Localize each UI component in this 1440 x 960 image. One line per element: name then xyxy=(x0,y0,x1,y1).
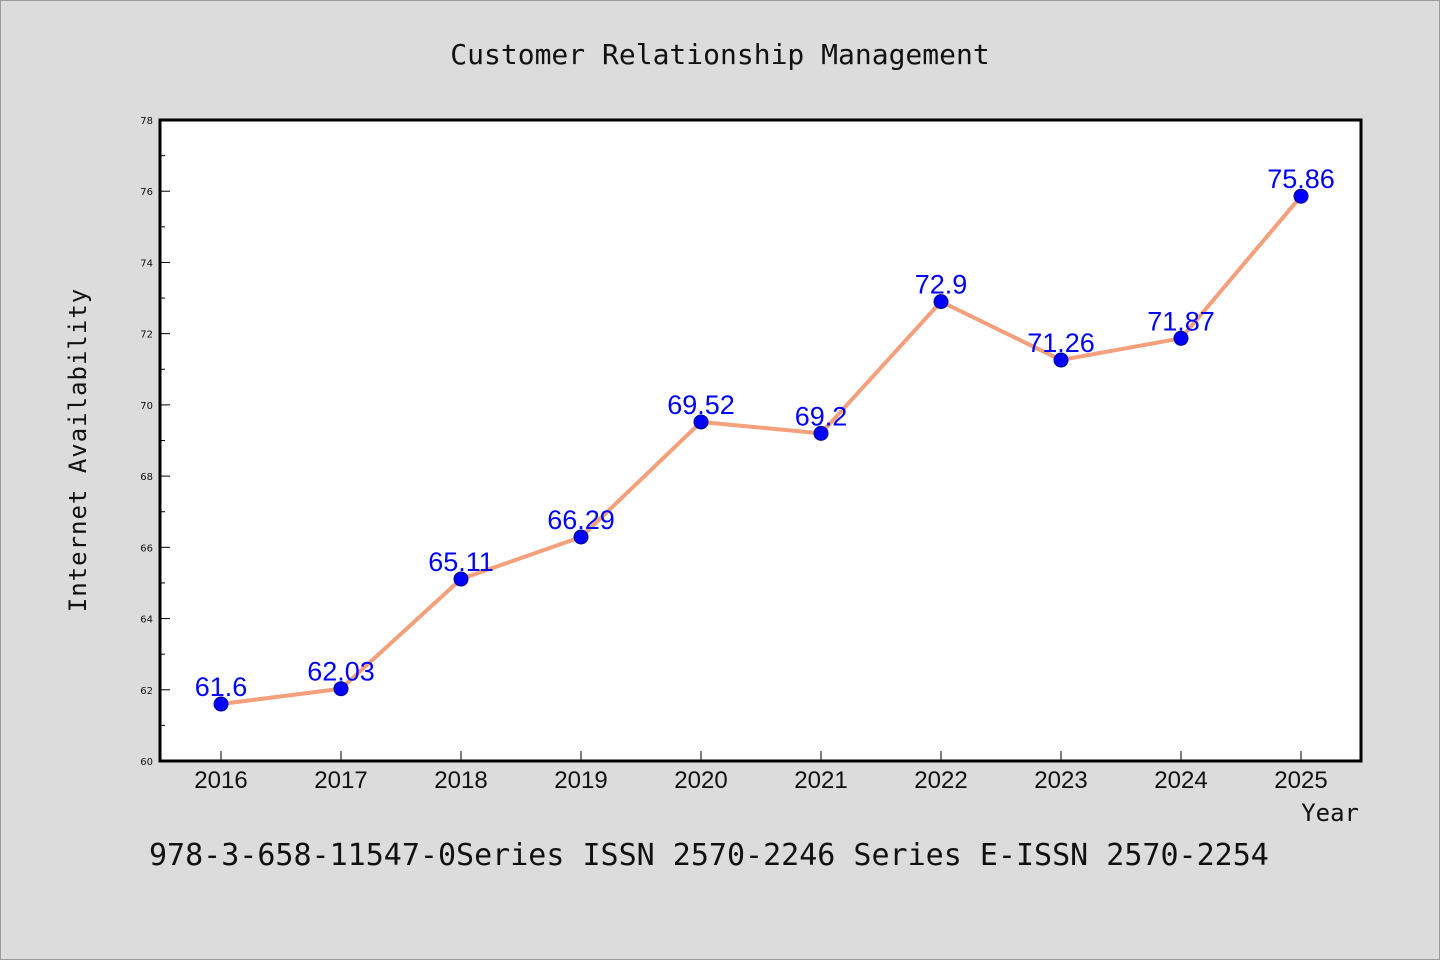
x-axis-ticks: 2016 2017 2018 2019 2020 2021 2022 2023 2024 2025 xyxy=(194,751,1328,794)
x-tick-label: 2017 xyxy=(314,767,367,794)
data-label: 75.86 xyxy=(1267,164,1335,194)
data-label: 69.52 xyxy=(667,390,735,420)
y-tick-label: 72 xyxy=(140,330,153,341)
data-label: 65.11 xyxy=(428,547,494,577)
data-point xyxy=(1053,352,1069,368)
y-tick-label: 68 xyxy=(140,472,153,483)
plot-area xyxy=(160,120,1361,761)
x-tick-label: 2023 xyxy=(1034,767,1087,794)
x-tick-label: 2019 xyxy=(554,767,607,794)
y-tick-label: 66 xyxy=(140,543,153,554)
plot-frame xyxy=(158,118,1363,763)
y-tick-label: 76 xyxy=(140,187,153,198)
data-label: 61.6 xyxy=(195,672,248,702)
data-label: 66.29 xyxy=(547,505,615,535)
x-tick-label: 2020 xyxy=(674,767,727,794)
y-tick-label: 62 xyxy=(140,686,153,697)
series-line xyxy=(220,194,1303,707)
data-label: 71.87 xyxy=(1147,306,1215,336)
y-axis-ticks: 60 62 64 66 68 70 72 74 76 78 xyxy=(140,116,170,768)
data-markers xyxy=(213,188,1309,712)
data-point xyxy=(813,425,829,441)
data-label: 62.03 xyxy=(307,657,375,687)
data-point xyxy=(933,294,949,310)
x-axis-label: Year xyxy=(1301,799,1359,827)
chart-title: Customer Relationship Management xyxy=(450,38,989,71)
y-tick-label: 64 xyxy=(140,615,153,626)
data-labels: 61.6 62.03 65.11 66.29 69.52 69.2 72.9 71.26 71.… xyxy=(195,164,1335,702)
x-tick-label: 2024 xyxy=(1154,767,1207,794)
x-tick-label: 2021 xyxy=(794,767,847,794)
x-tick-label: 2016 xyxy=(194,767,247,794)
y-tick-label: 78 xyxy=(140,116,153,127)
x-tick-label: 2018 xyxy=(434,767,487,794)
data-point xyxy=(213,696,229,712)
data-label: 72.9 xyxy=(915,270,968,300)
data-point xyxy=(1293,188,1309,204)
x-tick-label: 2022 xyxy=(914,767,967,794)
footer-text: 978-3-658-11547-0Series ISSN 2570-2246 S… xyxy=(149,838,1269,873)
data-label: 69.2 xyxy=(795,401,848,431)
data-point xyxy=(453,571,469,587)
data-point xyxy=(1173,330,1189,346)
data-point xyxy=(573,529,589,545)
x-tick-label: 2025 xyxy=(1274,767,1327,794)
data-label: 71.26 xyxy=(1027,328,1095,358)
data-point xyxy=(333,681,349,697)
y-tick-label: 74 xyxy=(140,258,153,269)
y-axis-label: Internet Availability xyxy=(64,288,92,612)
data-point xyxy=(693,414,709,430)
y-tick-label: 70 xyxy=(140,401,153,412)
y-tick-label: 60 xyxy=(140,757,153,768)
